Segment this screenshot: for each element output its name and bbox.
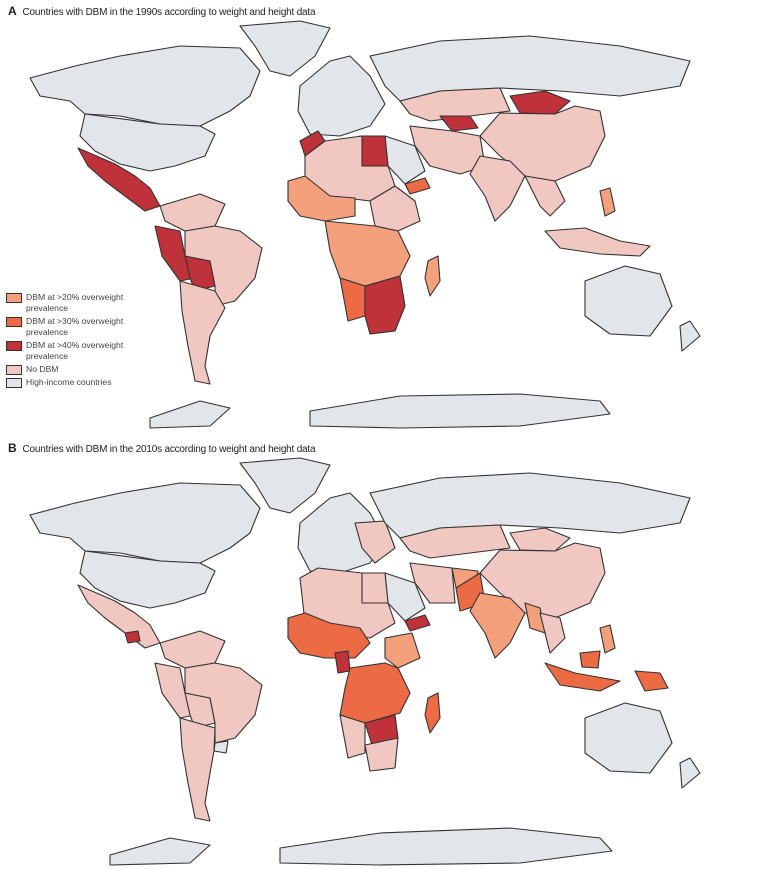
region-usa [79,113,216,172]
region-se-asia [524,175,566,217]
region-madagascar [424,255,441,297]
legend-label: High-income countries [26,377,112,387]
region-central-africa [339,662,411,724]
region-canada [29,45,261,127]
region-cameroon [334,650,351,674]
region-uzbekistan [439,115,479,132]
panel-title-text: Countries with DBM in the 1990s accordin… [22,7,316,18]
legend-swatch-no-dbm [6,365,22,375]
panel-letter: B [8,441,17,455]
legend-item-high-income: High-income countries [6,377,146,388]
region-antarctica-west [149,400,231,429]
region-greenland [239,457,331,514]
region-yemen [404,614,431,632]
region-philippines [599,187,616,217]
region-eastern-europe [354,520,396,564]
region-europe [297,55,386,137]
world-map-1990s [29,20,701,429]
region-indonesia [544,662,621,692]
region-kazakhstan [399,524,511,559]
legend-swatch-high-income [6,378,22,388]
legend-swatch-dbm30 [6,317,22,327]
legend-item-dbm20: DBM at >20% overweight prevalence [6,292,146,314]
region-australia [584,702,673,774]
region-sahel-west [287,612,371,659]
legend-label: DBM at >20% overweight prevalence [26,292,124,313]
region-mexico [77,147,161,212]
region-colombia-venezuela [159,630,226,669]
region-brazil [184,662,263,744]
region-russia [369,472,691,539]
region-new-zealand [679,320,701,352]
region-uruguay [213,740,229,754]
region-yemen [404,177,431,195]
region-guatemala [124,630,141,644]
region-india [469,155,526,222]
panel-title: B Countries with DBM in the 2010s accordi… [8,441,316,455]
region-south-africa [364,737,399,772]
region-usa [79,550,216,609]
region-namibia [339,714,366,759]
region-se-asia [539,612,566,654]
region-sahel-west [287,175,356,222]
region-namibia [339,277,366,322]
map-legend: DBM at >20% overweight prevalence DBM at… [6,292,146,390]
legend-item-no-dbm: No DBM [6,364,146,375]
region-antarctica-east [309,393,611,429]
region-egypt [359,135,389,167]
region-russia [369,35,691,102]
panel-title: A Countries with DBM in the 1990s accordi… [8,4,316,18]
legend-label: DBM at >30% overweight prevalence [26,316,124,337]
region-mexico [77,584,161,649]
region-southern-africa [364,275,406,335]
region-ethiopia [384,632,421,669]
region-antarctica-east [279,827,613,866]
region-iran [409,562,456,604]
legend-swatch-dbm20 [6,293,22,303]
region-brazil [184,225,263,307]
region-colombia-venezuela [159,193,226,232]
map-panel-1990s: A Countries with DBM in the 1990s accordi… [6,4,701,429]
region-antarctica-west [109,837,211,866]
region-madagascar [424,692,441,734]
legend-label: No DBM [26,364,59,374]
region-india [469,592,526,659]
region-australia [584,265,673,337]
region-malaysia-borneo [579,650,601,669]
region-canada [29,482,261,564]
region-egypt [359,572,389,604]
region-philippines [599,624,616,654]
region-papua [634,670,669,692]
world-map-2010s [29,457,701,866]
legend-item-dbm40: DBM at >40% overweight prevalence [6,340,146,362]
map-panel-2010s: B Countries with DBM in the 2010s accordi… [0,437,768,869]
legend-item-dbm30: DBM at >30% overweight prevalence [6,316,146,338]
legend-swatch-dbm40 [6,341,22,351]
region-mongolia [509,90,571,115]
panel-title-text: Countries with DBM in the 2010s accordin… [22,444,316,455]
region-new-zealand [679,757,701,789]
region-argentina-chile [179,280,226,385]
region-kazakhstan [399,87,511,122]
region-indonesia [544,227,651,257]
panel-letter: A [8,4,17,18]
region-mongolia [509,527,571,552]
region-greenland [239,20,331,77]
region-argentina-chile [179,717,216,822]
legend-label: DBM at >40% overweight prevalence [26,340,124,361]
